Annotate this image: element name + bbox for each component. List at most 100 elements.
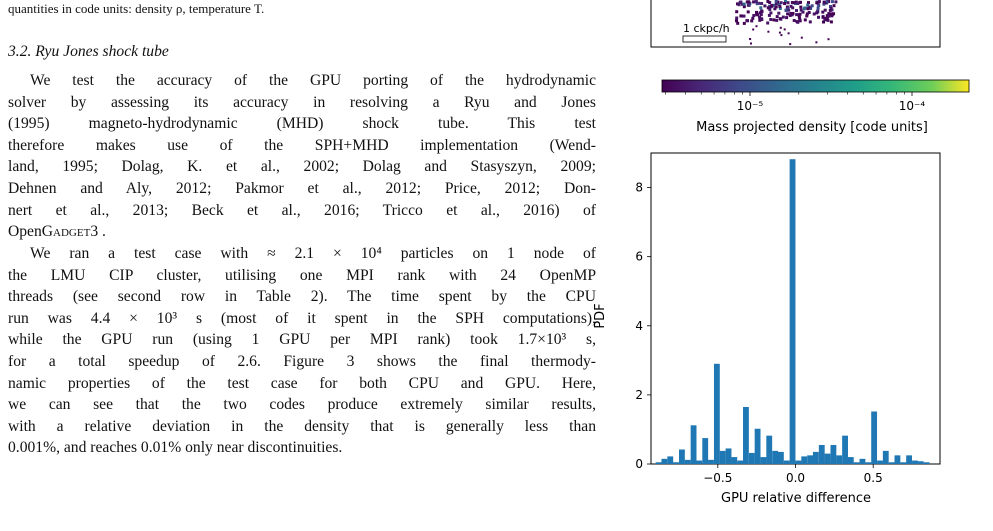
histogram-bar	[789, 159, 796, 464]
map-pixel	[807, 5, 811, 9]
map-pixel	[778, 31, 781, 34]
map-pixel	[783, 2, 787, 5]
colorbar-label: Mass projected density [code units]	[696, 120, 928, 135]
histogram-bar	[737, 460, 744, 464]
map-pixel	[822, 0, 826, 4]
y-tick-label: 4	[635, 319, 643, 333]
map-pixel	[755, 10, 758, 14]
map-pixel	[766, 21, 770, 25]
histogram-bar	[679, 449, 685, 464]
map-pixel	[786, 7, 790, 11]
y-tick-label: 0	[635, 457, 643, 471]
map-pixel	[754, 0, 758, 4]
map-pixel	[834, 0, 838, 4]
text-line: threads (see second row in Table 2). The…	[8, 288, 596, 306]
text-line: Dehnen and Aly, 2012; Pakmor et al., 201…	[8, 179, 596, 197]
y-tick-label: 2	[635, 388, 643, 402]
map-pixel	[825, 1, 828, 5]
map-pixel	[796, 20, 800, 24]
histogram-bar	[906, 455, 912, 464]
map-pixel	[745, 19, 749, 23]
map-pixel	[758, 18, 762, 21]
map-pixel	[823, 18, 827, 22]
map-pixel	[787, 32, 790, 35]
map-pixel	[773, 7, 777, 11]
map-pixel	[799, 8, 803, 12]
text-line: we can see that the two codes produce ex…	[8, 396, 596, 414]
map-pixel	[769, 5, 773, 9]
map-pixel	[755, 13, 759, 17]
map-pixel	[792, 1, 796, 5]
text-line: namic properties of the test case for bo…	[8, 374, 596, 392]
map-pixel	[816, 9, 820, 13]
map-pixel	[735, 16, 739, 20]
map-pixel	[826, 18, 830, 22]
map-pixel	[790, 13, 794, 17]
map-pixel	[790, 1, 794, 4]
map-pixel	[758, 11, 762, 15]
map-pixel	[798, 17, 802, 21]
map-pixel	[789, 12, 793, 15]
text-line: We ran a test case with ≈ 2.1 × 10⁴ part…	[30, 245, 596, 262]
map-pixel	[784, 8, 788, 12]
map-pixel	[778, 5, 782, 8]
map-pixel	[755, 2, 759, 6]
map-pixel	[760, 9, 764, 13]
map-pixel	[735, 10, 739, 14]
histogram-bar	[719, 450, 726, 464]
map-pixel	[827, 12, 831, 16]
map-pixel	[830, 0, 834, 4]
map-pixel	[735, 19, 738, 23]
map-pixel	[786, 12, 790, 16]
map-pixel	[798, 12, 802, 16]
map-pixel	[798, 19, 802, 23]
map-pixel	[774, 5, 778, 9]
map-pixel	[829, 20, 833, 24]
histogram-bar	[754, 428, 761, 464]
map-pixel	[739, 0, 743, 4]
histogram-bar	[882, 450, 889, 464]
map-pixel	[742, 2, 746, 6]
map-pixel	[779, 1, 783, 5]
histogram-bar	[859, 458, 866, 464]
text-line: nert et al., 2013; Beck et al., 2016; Tr…	[8, 201, 596, 219]
map-pixel	[817, 3, 821, 7]
map-pixel	[763, 4, 767, 8]
map-pixel	[748, 1, 752, 5]
map-pixel	[795, 20, 799, 24]
map-pixel	[789, 4, 793, 8]
colorbar-tick-label: 10⁻⁵	[737, 99, 764, 113]
x-tick-label: 0.0	[786, 471, 805, 485]
map-pixel	[777, 11, 781, 15]
map-pixel	[823, 17, 827, 21]
map-pixel	[815, 0, 819, 4]
map-pixel	[737, 3, 741, 7]
density-map-pixels	[735, 0, 838, 46]
map-pixel	[774, 2, 778, 6]
map-pixel	[747, 3, 751, 7]
map-pixel	[809, 7, 813, 10]
map-pixel	[822, 20, 825, 24]
map-pixel	[780, 34, 783, 37]
map-pixel	[799, 5, 803, 9]
map-pixel	[816, 10, 820, 14]
map-pixel	[759, 17, 763, 21]
map-pixel	[807, 11, 811, 14]
histogram-bar	[673, 462, 679, 464]
map-pixel	[816, 6, 820, 10]
map-pixel	[827, 14, 831, 18]
histogram-bar	[690, 425, 697, 464]
histogram-bar	[713, 363, 720, 464]
histogram-bar	[655, 462, 662, 464]
map-pixel	[747, 1, 751, 5]
text-line: therefore makes use of the SPH+MHD imple…	[8, 136, 596, 154]
map-pixel	[807, 1, 810, 5]
map-pixel	[793, 2, 797, 6]
map-pixel	[789, 43, 792, 46]
histogram-bar	[900, 462, 907, 464]
x-tick-label: 0.5	[864, 471, 883, 485]
map-pixel	[775, 18, 779, 22]
histogram-bar	[708, 459, 714, 464]
map-pixel	[791, 6, 795, 10]
map-pixel	[772, 3, 776, 7]
